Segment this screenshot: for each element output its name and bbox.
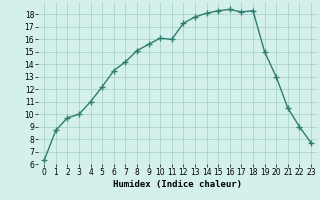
X-axis label: Humidex (Indice chaleur): Humidex (Indice chaleur) bbox=[113, 180, 242, 189]
